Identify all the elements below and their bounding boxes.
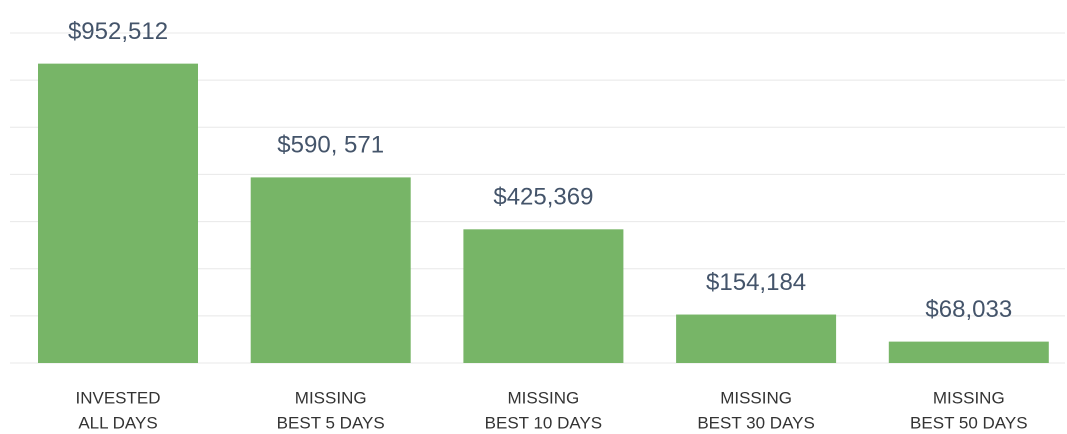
x-tick-label: ALL DAYS xyxy=(78,413,157,432)
x-tick-label: BEST 10 DAYS xyxy=(485,413,602,432)
x-tick-label: MISSING xyxy=(720,388,792,407)
bar xyxy=(463,229,624,363)
x-tick-label: INVESTED xyxy=(75,388,160,407)
value-label: $425,369 xyxy=(493,184,593,211)
bar xyxy=(888,341,1049,363)
x-tick-label: BEST 50 DAYS xyxy=(910,413,1027,432)
x-tick-label: MISSING xyxy=(933,388,1005,407)
x-tick-label: BEST 30 DAYS xyxy=(697,413,814,432)
value-label: $68,033 xyxy=(925,296,1012,323)
x-tick-label: BEST 5 DAYS xyxy=(277,413,385,432)
bar xyxy=(676,314,837,363)
x-tick-label: MISSING xyxy=(295,388,367,407)
value-label: $952,512 xyxy=(68,18,168,45)
bar xyxy=(250,177,411,363)
bar xyxy=(38,63,198,363)
value-label: $154,184 xyxy=(706,269,806,296)
value-label: $590, 571 xyxy=(277,132,384,159)
x-tick-label: MISSING xyxy=(508,388,580,407)
